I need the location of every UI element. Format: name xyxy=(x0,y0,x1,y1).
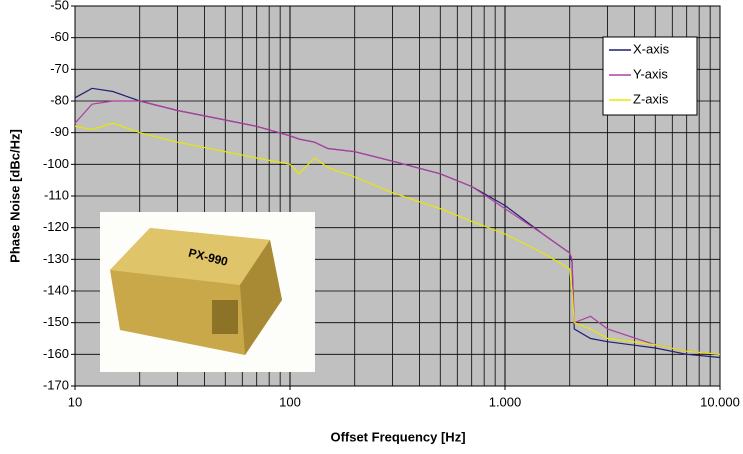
y-tick-label: -80 xyxy=(50,92,69,107)
y-tick-label: -70 xyxy=(50,61,69,76)
x-tick-label: 10 xyxy=(68,394,82,409)
series-line xyxy=(74,122,721,355)
product-photo: PX-990 xyxy=(100,212,315,372)
y-axis-title: Phase Noise [dBc/Hz] xyxy=(7,129,22,263)
connector xyxy=(212,300,238,334)
y-tick-label: -150 xyxy=(43,314,69,329)
series-line xyxy=(74,100,721,355)
y-tick-label: -170 xyxy=(43,377,69,392)
y-tick-label: -50 xyxy=(50,0,69,12)
x-axis-title: Offset Frequency [Hz] xyxy=(330,429,465,444)
device-top xyxy=(110,228,270,285)
y-tick-label: -110 xyxy=(44,187,69,202)
y-tick-label: -100 xyxy=(43,156,69,171)
device-side xyxy=(240,240,282,355)
x-tick-label: 1.000 xyxy=(489,394,522,409)
y-tick-label: -120 xyxy=(43,219,69,234)
x-tick-label: 100 xyxy=(279,394,301,409)
legend-label: Z-axis xyxy=(633,91,669,106)
y-tick-label: -160 xyxy=(43,346,69,361)
legend-label: Y-axis xyxy=(633,66,668,81)
plot-border xyxy=(74,5,721,387)
y-tick-label: -90 xyxy=(50,124,69,139)
y-tick-label: -140 xyxy=(43,282,69,297)
y-tick-label: -60 xyxy=(50,29,69,44)
x-tick-label: 10.000 xyxy=(700,394,740,409)
legend-label: X-axis xyxy=(633,41,670,56)
y-tick-label: -130 xyxy=(43,251,69,266)
